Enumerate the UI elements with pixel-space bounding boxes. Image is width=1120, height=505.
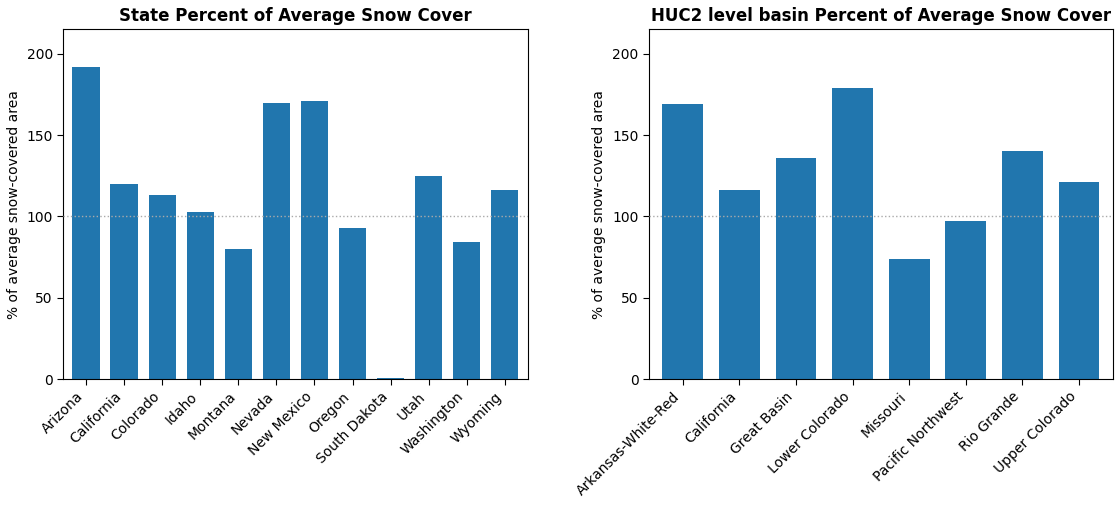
Title: State Percent of Average Snow Cover: State Percent of Average Snow Cover — [119, 7, 472, 25]
Bar — [73, 67, 100, 379]
Bar — [301, 101, 328, 379]
Bar — [187, 212, 214, 379]
Bar — [832, 88, 872, 379]
Bar — [376, 378, 404, 379]
Bar — [225, 249, 252, 379]
Bar — [111, 184, 138, 379]
Bar — [719, 190, 759, 379]
Bar — [889, 259, 930, 379]
Bar — [414, 176, 442, 379]
Y-axis label: % of average snow-covered area: % of average snow-covered area — [7, 90, 21, 319]
Title: HUC2 level basin Percent of Average Snow Cover: HUC2 level basin Percent of Average Snow… — [651, 7, 1111, 25]
Bar — [776, 158, 816, 379]
Bar — [1002, 152, 1043, 379]
Bar — [452, 242, 480, 379]
Bar — [339, 228, 366, 379]
Bar — [662, 104, 703, 379]
Y-axis label: % of average snow-covered area: % of average snow-covered area — [592, 90, 606, 319]
Bar — [491, 190, 519, 379]
Bar — [263, 103, 290, 379]
Bar — [149, 195, 176, 379]
Bar — [945, 221, 987, 379]
Bar — [1058, 182, 1100, 379]
